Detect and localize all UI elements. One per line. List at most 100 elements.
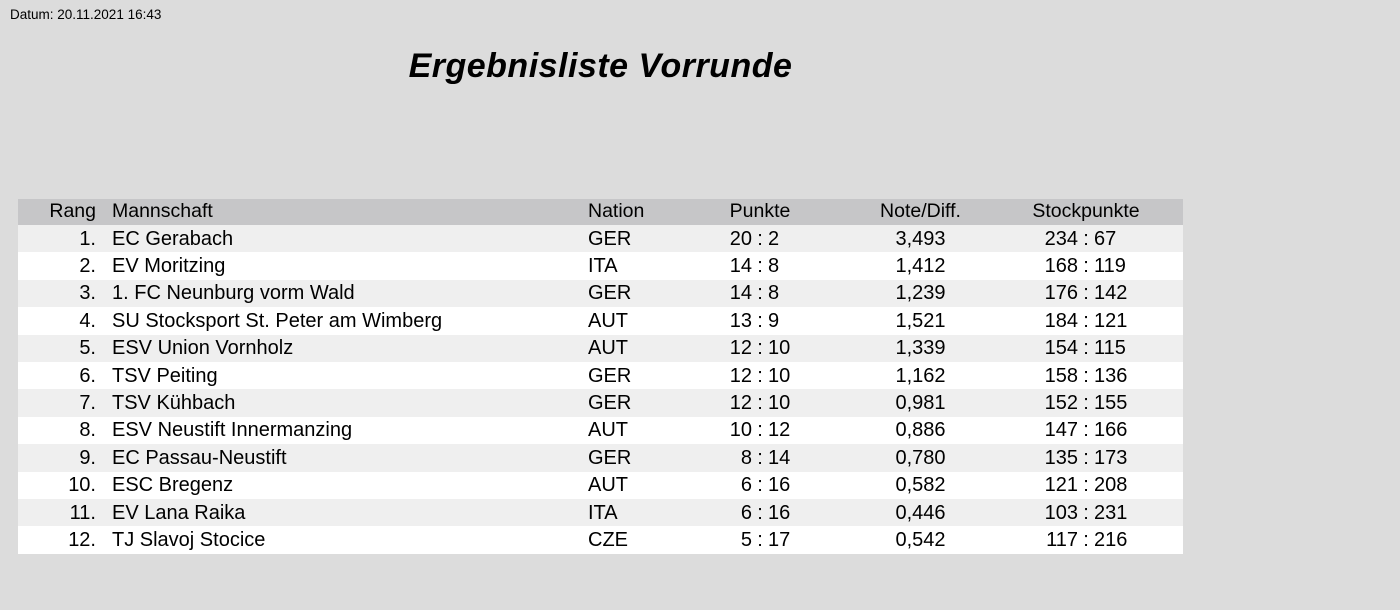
stockpoints-for-value: 117 xyxy=(1046,528,1078,551)
team-cell: ESV Neustift Innermanzing xyxy=(112,419,353,442)
stockpoints-against-value: 155 xyxy=(1094,392,1128,415)
note-diff-cell: 1,521 xyxy=(895,309,946,332)
rank-cell: 1. xyxy=(79,227,96,250)
table-row: 9. EC Passau-Neustift GER 8 : 14 0,780 1… xyxy=(18,444,1183,472)
points-cell: 8 : 14 xyxy=(692,448,828,468)
points-separator: : xyxy=(757,501,763,524)
points-against-value: 9 xyxy=(768,309,780,332)
table-row: 11. EV Lana Raika ITA 6 : 16 0,446 103 :… xyxy=(18,498,1183,527)
rank-cell: 7. xyxy=(79,392,96,415)
points-against-value: 16 xyxy=(768,474,791,497)
points-for-value: 5 xyxy=(740,528,752,551)
table-row: 7. TSV Kühbach GER 12 : 10 0,981 152 : 1… xyxy=(18,389,1183,417)
stockpoints-cell: 117 : 216 xyxy=(993,530,1164,550)
points-against-value: 2 xyxy=(768,227,780,250)
team-cell: 1. FC Neunburg vorm Wald xyxy=(112,282,355,305)
nation-cell: GER xyxy=(588,364,632,387)
note-diff-cell: 0,542 xyxy=(895,528,946,551)
column-header-stockpunkte: Stockpunkte xyxy=(1032,200,1140,223)
rank-cell: 8. xyxy=(79,419,96,442)
points-cell: 12 : 10 xyxy=(692,366,828,386)
rank-cell: 6. xyxy=(79,364,96,387)
page-title: Ergebnisliste Vorrunde xyxy=(408,47,793,85)
stockpoints-cell: 234 : 67 xyxy=(993,229,1164,249)
table-body: 1. EC Gerabach GER 20 : 2 3,493 234 : 67… xyxy=(18,225,1183,554)
stockpoints-for-value: 154 xyxy=(1044,337,1078,360)
points-against-value: 12 xyxy=(768,419,791,442)
stockpoints-separator: : xyxy=(1083,474,1089,497)
nation-cell: ITA xyxy=(588,255,618,278)
note-diff-cell: 3,493 xyxy=(895,227,946,250)
points-cell: 14 : 8 xyxy=(692,256,828,276)
table-row: 4. SU Stocksport St. Peter am Wimberg AU… xyxy=(18,307,1183,335)
table-row: 5. ESV Union Vornholz AUT 12 : 10 1,339 … xyxy=(18,334,1183,362)
rank-cell: 11. xyxy=(69,501,96,524)
nation-cell: AUT xyxy=(588,337,628,360)
stockpoints-for-value: 176 xyxy=(1044,282,1078,305)
table-row: 12. TJ Slavoj Stocice CZE 5 : 17 0,542 1… xyxy=(18,526,1183,554)
team-cell: EV Lana Raika xyxy=(112,501,246,524)
points-separator: : xyxy=(757,474,763,497)
stockpoints-against-value: 173 xyxy=(1094,446,1128,469)
rank-cell: 10. xyxy=(68,474,96,497)
results-table: Rang Mannschaft Nation Punkte Note/Diff.… xyxy=(18,199,1183,554)
team-cell: ESC Bregenz xyxy=(112,474,234,497)
stockpoints-against-value: 121 xyxy=(1094,309,1128,332)
stockpoints-separator: : xyxy=(1083,446,1089,469)
points-cell: 20 : 2 xyxy=(692,229,828,249)
points-for-value: 14 xyxy=(729,255,752,278)
stockpoints-for-value: 103 xyxy=(1044,501,1078,524)
points-separator: : xyxy=(757,392,763,415)
stockpoints-against-value: 67 xyxy=(1094,227,1117,250)
points-against-value: 10 xyxy=(768,392,791,415)
table-row: 6. TSV Peiting GER 12 : 10 1,162 158 : 1… xyxy=(18,361,1183,390)
column-header-punkte: Punkte xyxy=(729,200,791,223)
stockpoints-cell: 158 : 136 xyxy=(993,366,1164,386)
nation-cell: AUT xyxy=(588,474,628,497)
points-against-value: 8 xyxy=(768,282,780,305)
nation-cell: GER xyxy=(588,282,632,305)
stockpoints-against-value: 208 xyxy=(1094,474,1128,497)
stockpoints-cell: 184 : 121 xyxy=(993,311,1164,331)
points-cell: 5 : 17 xyxy=(692,530,828,550)
stockpoints-against-value: 166 xyxy=(1094,419,1128,442)
points-for-value: 8 xyxy=(740,446,752,469)
nation-cell: GER xyxy=(588,392,632,415)
column-header-mannschaft: Mannschaft xyxy=(112,200,213,223)
points-separator: : xyxy=(757,227,763,250)
stockpoints-cell: 168 : 119 xyxy=(993,256,1164,276)
stockpoints-separator: : xyxy=(1083,528,1089,551)
points-for-value: 13 xyxy=(729,309,752,332)
table-header-row: Rang Mannschaft Nation Punkte Note/Diff.… xyxy=(18,199,1183,225)
report-datetime: Datum: 20.11.2021 16:43 xyxy=(10,7,162,22)
note-diff-cell: 0,446 xyxy=(895,501,946,524)
note-diff-cell: 1,162 xyxy=(895,364,946,387)
stockpoints-against-value: 231 xyxy=(1094,501,1128,524)
stockpoints-against-value: 115 xyxy=(1094,337,1126,360)
note-diff-cell: 0,981 xyxy=(895,392,946,415)
stockpoints-for-value: 135 xyxy=(1044,446,1078,469)
stockpoints-against-value: 119 xyxy=(1094,255,1126,278)
note-diff-cell: 0,582 xyxy=(895,474,946,497)
team-cell: EV Moritzing xyxy=(112,255,226,278)
rank-cell: 2. xyxy=(79,255,96,278)
stockpoints-separator: : xyxy=(1083,419,1089,442)
nation-cell: GER xyxy=(588,446,632,469)
stockpoints-for-value: 121 xyxy=(1044,474,1078,497)
points-separator: : xyxy=(757,309,763,332)
note-diff-cell: 1,412 xyxy=(895,255,946,278)
points-separator: : xyxy=(757,337,763,360)
team-cell: ESV Union Vornholz xyxy=(112,337,294,360)
points-against-value: 10 xyxy=(768,364,791,387)
stockpoints-for-value: 152 xyxy=(1044,392,1078,415)
stockpoints-separator: : xyxy=(1083,501,1089,524)
points-for-value: 10 xyxy=(729,419,752,442)
nation-cell: AUT xyxy=(588,419,628,442)
table-row: 8. ESV Neustift Innermanzing AUT 10 : 12… xyxy=(18,416,1183,445)
stockpoints-against-value: 216 xyxy=(1094,528,1128,551)
points-separator: : xyxy=(757,282,763,305)
points-for-value: 20 xyxy=(729,227,752,250)
stockpoints-separator: : xyxy=(1083,337,1089,360)
column-header-rang: Rang xyxy=(49,200,96,223)
stockpoints-cell: 135 : 173 xyxy=(993,448,1164,468)
